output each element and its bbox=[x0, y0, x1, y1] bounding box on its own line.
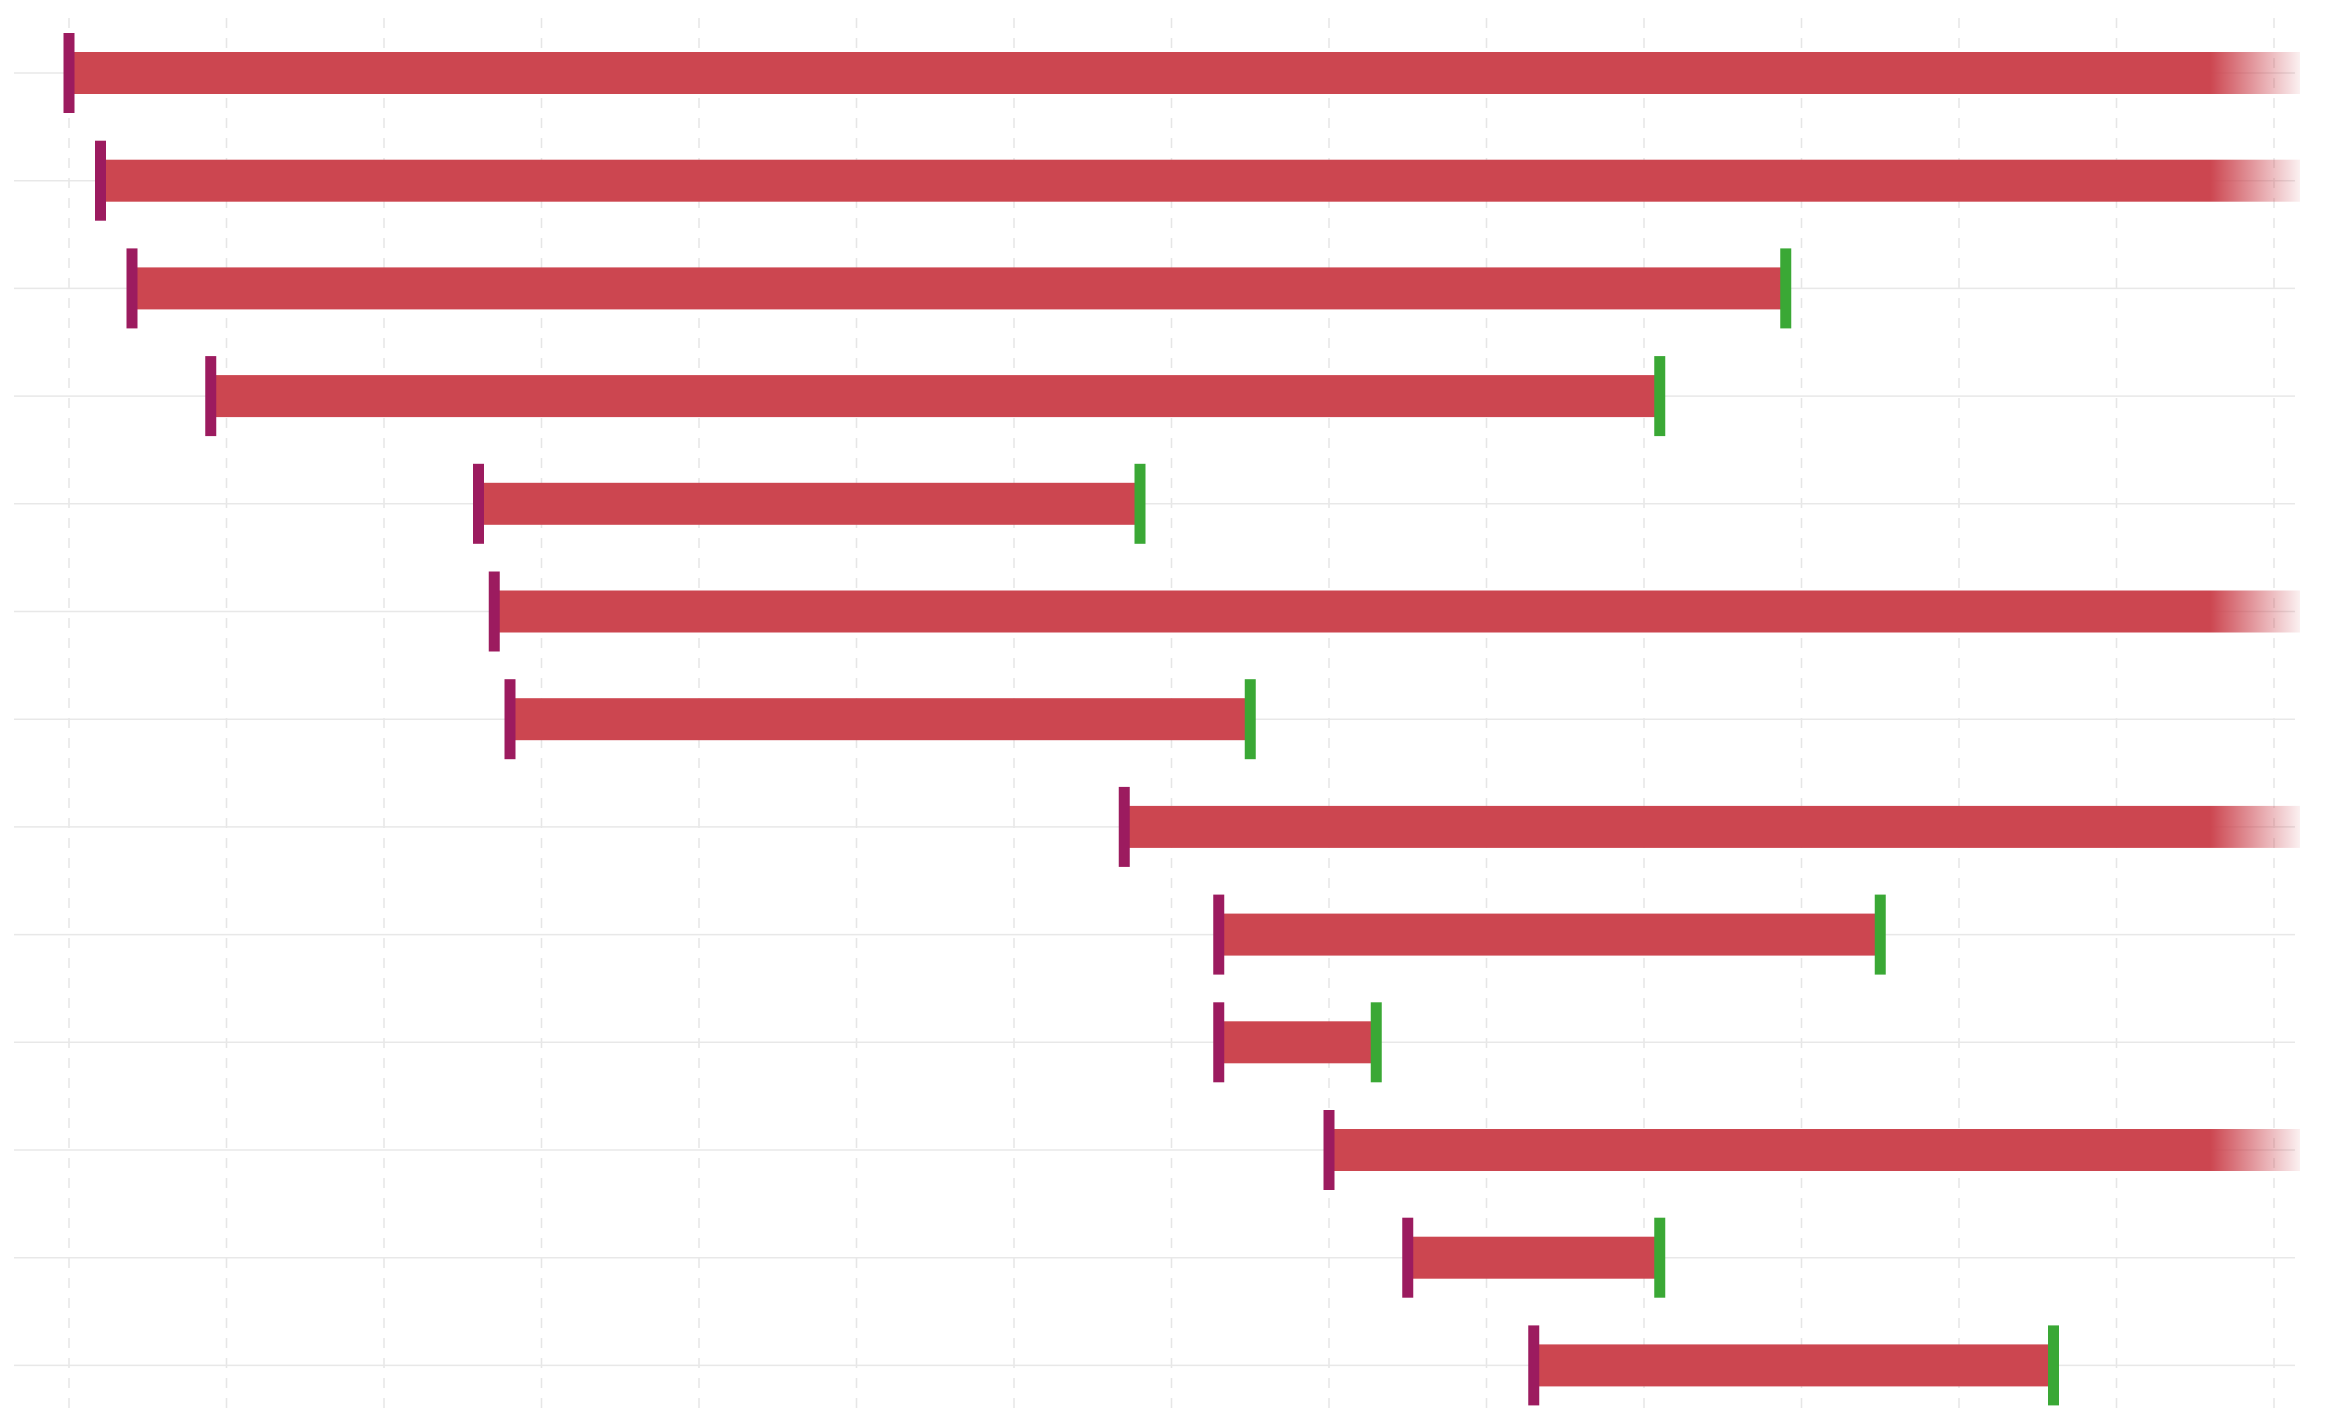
bar bbox=[1533, 1344, 2054, 1387]
bar bbox=[210, 375, 1660, 418]
bar-fade-tail bbox=[2210, 159, 2300, 202]
start-marker bbox=[1118, 786, 1130, 867]
timeline-row-11 bbox=[1323, 1110, 2300, 1190]
timeline-row-10 bbox=[1213, 1002, 1382, 1083]
timeline-row-8 bbox=[1118, 786, 2300, 867]
bar bbox=[1218, 1021, 1377, 1064]
start-marker bbox=[1528, 1325, 1540, 1406]
bar-layer bbox=[63, 33, 2300, 1406]
bar-fade-tail bbox=[2210, 590, 2300, 633]
timeline-row-4 bbox=[205, 356, 1666, 437]
bar bbox=[100, 159, 2210, 202]
start-marker bbox=[1323, 1110, 1335, 1190]
start-marker bbox=[205, 356, 217, 437]
timeline-row-5 bbox=[473, 463, 1146, 544]
end-marker bbox=[2048, 1325, 2059, 1406]
end-marker bbox=[1654, 1217, 1666, 1298]
start-marker bbox=[504, 679, 516, 760]
start-marker bbox=[488, 571, 500, 652]
bar bbox=[69, 52, 2210, 94]
bar-fade-tail bbox=[2210, 52, 2300, 94]
timeline-row-2 bbox=[95, 140, 2300, 221]
bar bbox=[478, 482, 1140, 525]
timeline-row-3 bbox=[126, 248, 1792, 329]
bar-fade-tail bbox=[2210, 805, 2300, 848]
start-marker bbox=[1213, 1002, 1225, 1083]
end-marker bbox=[1780, 248, 1792, 329]
bar bbox=[1218, 913, 1881, 956]
bar bbox=[494, 590, 2210, 633]
start-marker bbox=[473, 463, 484, 544]
end-marker bbox=[1134, 463, 1146, 544]
timeline-row-6 bbox=[488, 571, 2300, 652]
bar bbox=[510, 698, 1251, 741]
timeline-row-9 bbox=[1213, 894, 1886, 975]
bar-fade-tail bbox=[2210, 1129, 2300, 1171]
bar bbox=[1329, 1129, 2210, 1171]
end-marker bbox=[1874, 894, 1886, 975]
bar bbox=[1124, 805, 2210, 848]
grid-layer bbox=[68, 18, 2275, 1410]
end-marker bbox=[1654, 356, 1666, 437]
start-marker bbox=[63, 33, 75, 113]
timeline-row-13 bbox=[1528, 1325, 2059, 1406]
end-marker bbox=[1244, 679, 1256, 760]
start-marker bbox=[95, 140, 106, 221]
start-marker bbox=[1213, 894, 1225, 975]
start-marker bbox=[1402, 1217, 1414, 1298]
bar bbox=[1407, 1236, 1660, 1279]
start-marker bbox=[126, 248, 138, 329]
end-marker bbox=[1370, 1002, 1382, 1083]
timeline-row-12 bbox=[1402, 1217, 1666, 1298]
bar bbox=[132, 267, 1786, 310]
timeline-row-7 bbox=[504, 679, 1256, 760]
timeline-row-1 bbox=[63, 33, 2300, 113]
